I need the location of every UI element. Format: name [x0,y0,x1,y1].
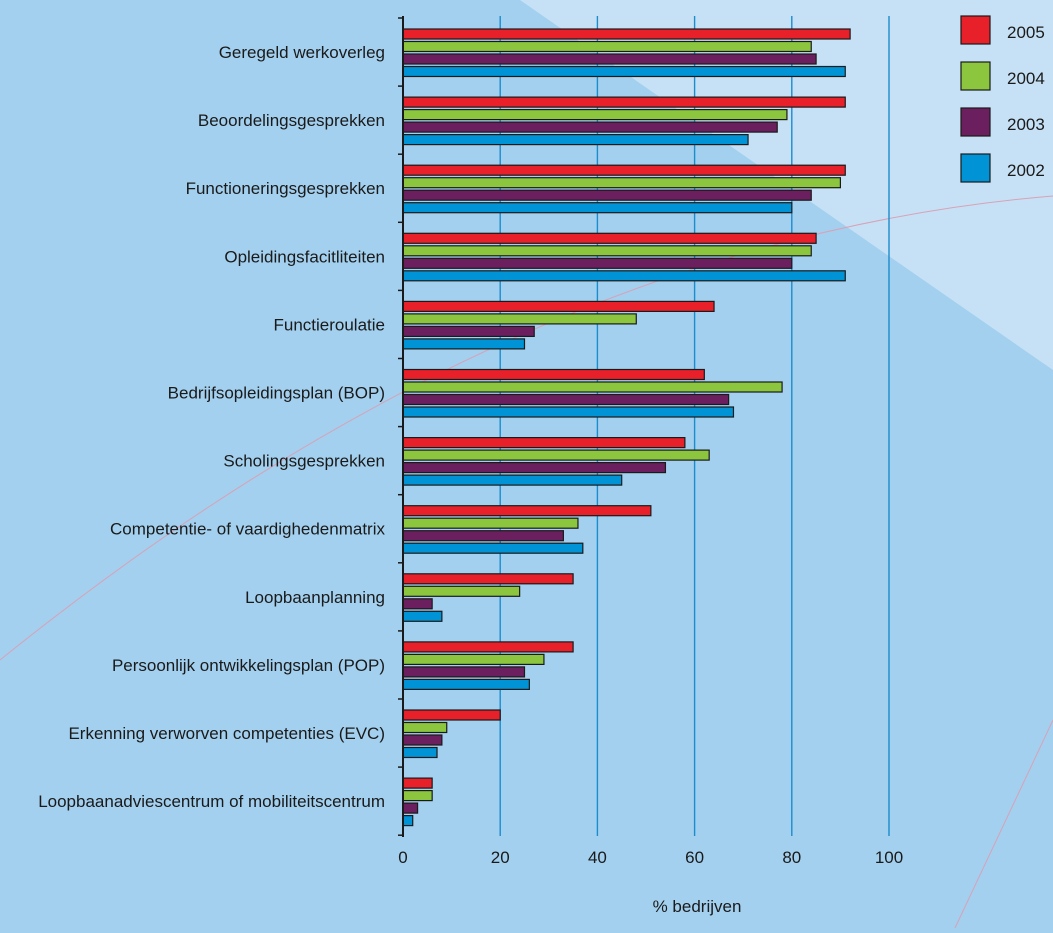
category-label: Scholingsgesprekken [223,452,385,471]
legend-swatch-2003 [960,107,991,137]
category-labels: Geregeld werkoverleg Beoordelingsgesprekk… [38,43,385,811]
bar-2004 [402,517,579,529]
bar-2002 [402,678,530,691]
bar-2004 [402,585,521,597]
bar-2003 [402,530,564,542]
legend-swatch-2005 [960,15,991,45]
category-label: Bedrijfsopleidingsplan (BOP) [168,384,385,403]
bar-2005 [402,573,574,585]
bar-2003 [402,121,778,133]
bar-2005 [402,96,846,108]
bar-2004 [402,449,710,461]
bar-2003 [402,802,419,814]
bar-2005 [402,28,851,40]
bar-2004 [402,108,788,121]
bar-2003 [402,666,526,678]
bar-2002 [402,65,846,78]
bar-2002 [402,814,414,827]
bar-2002 [402,406,735,418]
bar-2002 [402,474,623,486]
category-label: Functieroulatie [273,315,385,334]
bar-2002 [402,746,438,759]
background-line [954,719,1053,929]
bar-2002 [402,338,526,350]
legend-label-2002: 2002 [1007,161,1045,180]
bar-2005 [402,777,433,789]
bar-2002 [402,270,846,282]
category-label: Loopbaanadviescentrum of mobiliteitscent… [38,792,385,811]
bar-2005 [402,232,817,244]
bar-2003 [402,189,812,201]
bar-2003 [402,598,433,610]
bar-2002 [402,202,793,214]
bar-2004 [402,313,637,325]
legend-swatch-2002 [960,153,991,183]
bar-2005 [402,164,846,176]
bar-2004 [402,381,783,393]
category-label: Geregeld werkoverleg [219,43,385,62]
category-label: Persoonlijk ontwikkelingsplan (POP) [112,656,385,675]
bar-2004 [402,177,841,189]
bar-2003 [402,462,667,474]
legend-label-2005: 2005 [1007,23,1045,42]
category-label: Beoordelingsgesprekken [198,111,385,130]
bar-2005 [402,709,501,721]
category-label: Competentie- of vaardighedenmatrix [110,520,385,539]
bar-2005 [402,505,652,517]
category-label: Functioneringsgesprekken [186,179,385,198]
bar-2004 [402,40,812,53]
category-label: Opleidingsfacitliteiten [224,247,385,266]
x-tick-label: 0 [398,848,407,867]
bar-2003 [402,53,817,65]
legend: 2005 2004 2003 2002 [960,15,1045,183]
axes [398,16,404,837]
x-tick-label: 60 [685,848,704,867]
legend-swatch-2004 [960,61,991,91]
x-tick-label: 80 [782,848,801,867]
bar-2005 [402,437,686,449]
bar-2005 [402,300,715,312]
bar-2004 [402,721,448,734]
x-tick-labels: 0 20 40 60 80 100 [398,848,903,867]
x-tick-label: 40 [588,848,607,867]
bar-2004 [402,245,812,257]
gridlines [499,16,890,836]
x-axis-title: % bedrijven [653,897,742,916]
bar-2003 [402,257,793,269]
bar-2003 [402,393,730,406]
legend-label-2003: 2003 [1007,115,1045,134]
bar-2005 [402,368,705,381]
bar-2004 [402,789,433,802]
x-tick-label: 100 [875,848,903,867]
bar-2002 [402,610,443,622]
bar-2002 [402,542,584,554]
bar-2003 [402,325,535,337]
legend-label-2004: 2004 [1007,69,1045,88]
category-label: Erkenning verworven competenties (EVC) [68,724,385,743]
bar-2002 [402,134,749,146]
bar-2005 [402,641,574,653]
x-tick-label: 20 [491,848,510,867]
bar-2004 [402,653,545,666]
bar-2003 [402,734,443,746]
category-label: Loopbaanplanning [245,588,385,607]
